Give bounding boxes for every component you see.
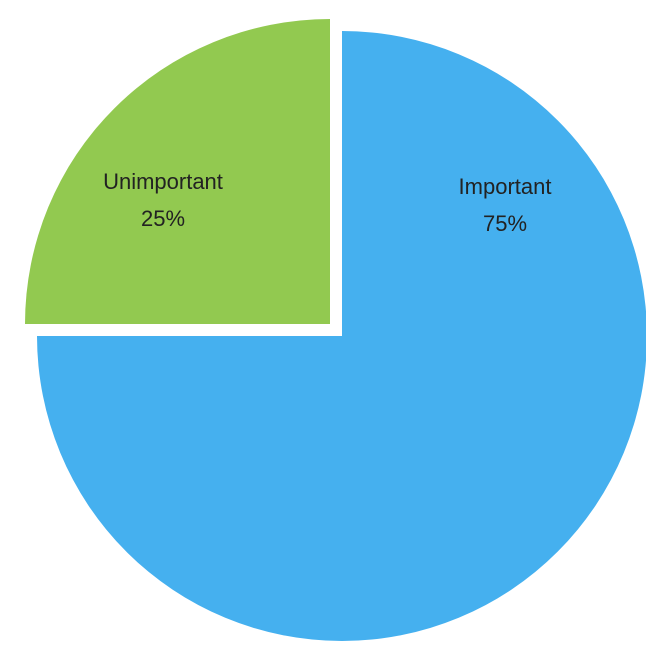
pie-slice-important	[37, 31, 646, 641]
data-label-important-percent: 75%	[483, 211, 527, 236]
data-label-important-category: Important	[459, 174, 552, 199]
data-label-unimportant-category: Unimportant	[103, 169, 223, 194]
pie-slice-unimportant	[25, 19, 330, 324]
data-label-unimportant-percent: 25%	[141, 206, 185, 231]
